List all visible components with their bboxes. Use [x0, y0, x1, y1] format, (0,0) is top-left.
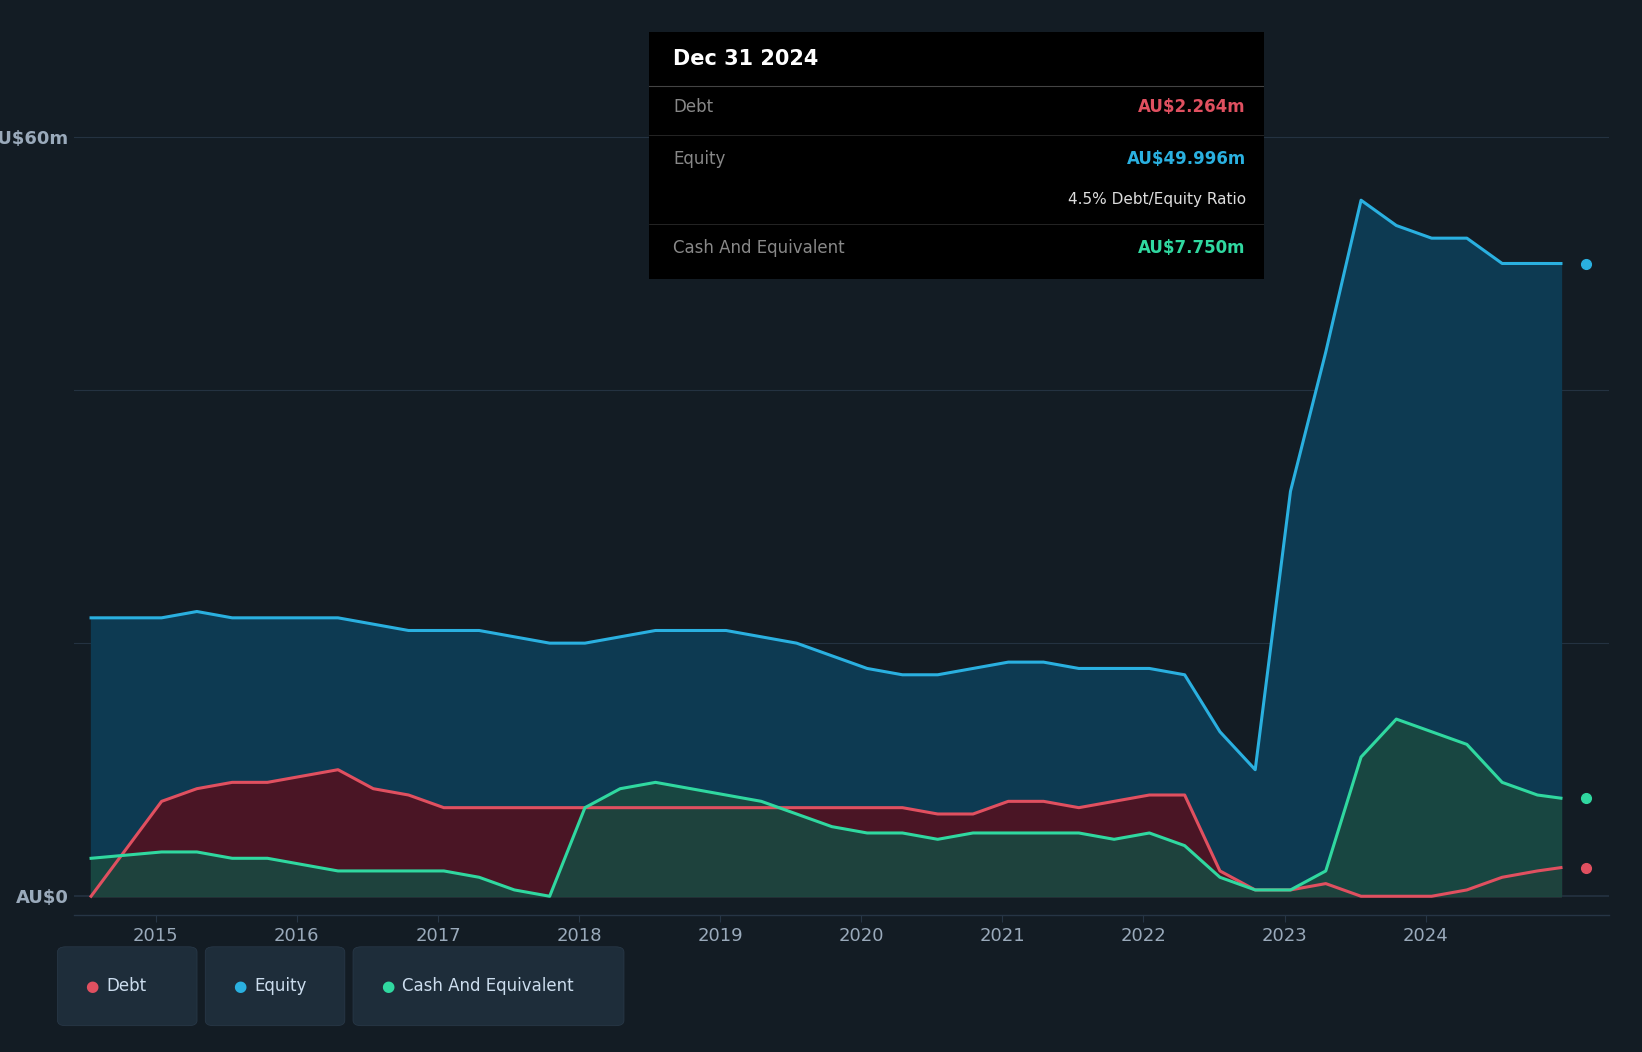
Text: ●: ● — [381, 978, 394, 994]
Text: Cash And Equivalent: Cash And Equivalent — [402, 977, 575, 995]
Text: Debt: Debt — [107, 977, 146, 995]
Text: 4.5% Debt/Equity Ratio: 4.5% Debt/Equity Ratio — [1067, 193, 1246, 207]
Text: AU$49.996m: AU$49.996m — [1126, 150, 1246, 168]
Text: Cash And Equivalent: Cash And Equivalent — [673, 239, 846, 258]
Text: ●: ● — [233, 978, 246, 994]
Text: Dec 31 2024: Dec 31 2024 — [673, 48, 819, 68]
Text: Equity: Equity — [673, 150, 726, 168]
Text: ●: ● — [85, 978, 99, 994]
Text: Equity: Equity — [255, 977, 307, 995]
Text: AU$7.750m: AU$7.750m — [1138, 239, 1246, 258]
Text: AU$2.264m: AU$2.264m — [1138, 98, 1246, 117]
Text: Debt: Debt — [673, 98, 713, 117]
